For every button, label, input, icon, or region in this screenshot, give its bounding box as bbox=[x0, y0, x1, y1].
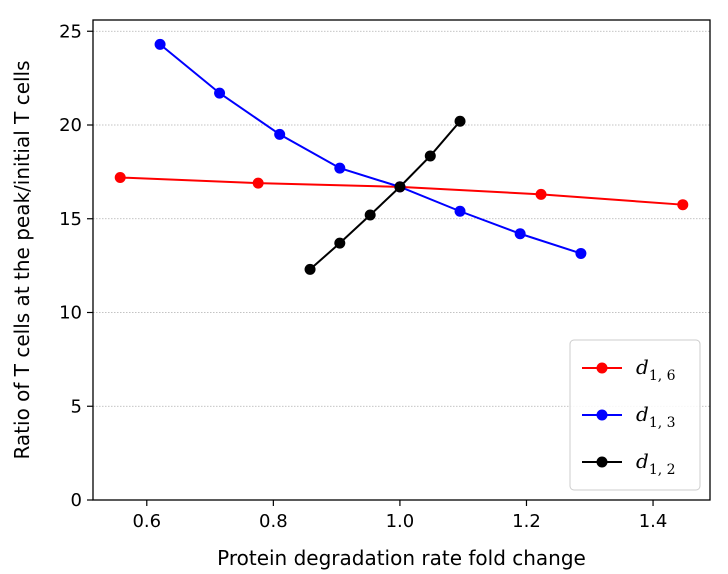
y-tick-label: 20 bbox=[59, 115, 82, 136]
data-point bbox=[214, 87, 226, 99]
x-tick-label: 1.0 bbox=[386, 511, 415, 532]
data-point bbox=[252, 177, 264, 189]
data-point bbox=[304, 263, 316, 275]
x-tick-label: 1.4 bbox=[639, 511, 668, 532]
legend-box bbox=[569, 339, 701, 491]
x-tick-label: 1.2 bbox=[512, 511, 541, 532]
y-tick-label: 25 bbox=[59, 21, 82, 42]
x-axis-title: Protein degradation rate fold change bbox=[217, 546, 586, 570]
data-point bbox=[114, 172, 126, 183]
plot-frame bbox=[92, 19, 711, 501]
data-point bbox=[274, 128, 286, 140]
legend: d1, 6d1, 3d1, 2 bbox=[569, 339, 701, 491]
data-point bbox=[677, 199, 689, 211]
x-tick-label: 0.8 bbox=[259, 511, 288, 532]
data-point bbox=[454, 115, 466, 127]
data-point bbox=[334, 162, 346, 174]
legend-marker bbox=[596, 456, 608, 468]
series-d-12 bbox=[304, 115, 466, 275]
data-point bbox=[154, 38, 166, 50]
legend-marker bbox=[596, 362, 608, 374]
y-tick-label: 5 bbox=[71, 396, 82, 417]
series-line bbox=[309, 120, 461, 271]
series-layer bbox=[114, 38, 689, 275]
data-point bbox=[334, 237, 346, 249]
series-d-13 bbox=[154, 38, 587, 259]
y-tick-label: 15 bbox=[59, 209, 82, 230]
data-point bbox=[364, 209, 376, 221]
data-point bbox=[575, 247, 587, 259]
data-point bbox=[454, 205, 466, 217]
y-tick-label: 10 bbox=[59, 303, 82, 324]
data-point bbox=[514, 228, 526, 240]
y-axis-title: Ratio of T cells at the peak/initial T c… bbox=[10, 60, 34, 459]
data-point bbox=[394, 181, 406, 193]
legend-marker bbox=[596, 409, 608, 421]
data-point bbox=[424, 150, 436, 162]
data-point bbox=[535, 188, 547, 200]
y-axis-ticks: 0 5 10 15 20 25 bbox=[59, 21, 93, 511]
x-axis-ticks: 0.6 0.8 1.0 1.2 1.4 bbox=[132, 500, 667, 532]
series-line bbox=[159, 43, 582, 255]
x-tick-label: 0.6 bbox=[132, 511, 161, 532]
y-tick-label: 0 bbox=[71, 490, 82, 511]
